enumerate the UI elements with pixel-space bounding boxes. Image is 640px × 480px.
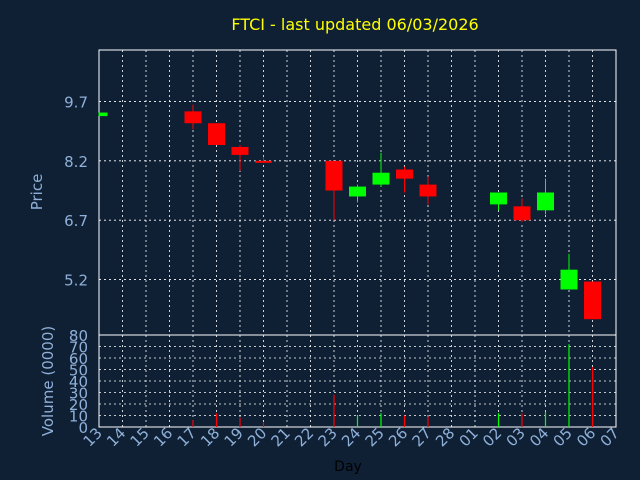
- volume-tick-label: 50: [69, 362, 88, 380]
- volume-tick-label: 80: [69, 327, 88, 345]
- x-tick-label: 01: [456, 424, 482, 450]
- price-tick-label: 9.7: [64, 93, 88, 111]
- price-tick-label: 6.7: [64, 212, 88, 230]
- volume-bars: [192, 344, 594, 427]
- candle-body: [419, 184, 437, 197]
- x-tick-label: 19: [221, 424, 247, 450]
- price-tick-labels: 9.7 8.2 6.7 5.2: [64, 93, 88, 289]
- volume-axis-label: Volume (0000): [39, 326, 57, 436]
- price-tick-label: 5.2: [64, 272, 88, 290]
- volume-tick-label: 40: [69, 373, 88, 391]
- candle-body: [255, 160, 272, 163]
- candle-body: [99, 112, 108, 117]
- candles: [98, 104, 601, 320]
- x-tick-label: 02: [479, 424, 505, 450]
- volume-tick-label: 60: [69, 350, 88, 368]
- candle-body: [349, 186, 366, 197]
- x-tick-labels: 1314151617181920212223242526272801020304…: [80, 424, 623, 450]
- price-tick-label: 8.2: [64, 153, 88, 171]
- candle-body: [490, 192, 507, 205]
- x-axis-label: Day: [334, 459, 362, 475]
- candle-body: [184, 111, 202, 124]
- candle-body: [513, 206, 531, 221]
- candle-body: [208, 123, 225, 145]
- volume-tick-label: 10: [69, 408, 88, 426]
- x-tick-label: 06: [573, 424, 599, 450]
- x-tick-label: 03: [503, 424, 529, 450]
- x-tick-label: 26: [385, 424, 411, 450]
- x-tick-label: 25: [362, 424, 388, 450]
- x-tick-label: 14: [103, 424, 129, 450]
- volume-tick-label: 30: [69, 385, 88, 403]
- x-tick-label: 23: [315, 424, 341, 450]
- chart-title: FTCI - last updated 06/03/2026: [231, 15, 478, 34]
- volume-tick-label: 0: [78, 419, 88, 437]
- price-axis-label: Price: [28, 174, 46, 211]
- x-tick-label: 28: [432, 424, 458, 450]
- candle-body: [372, 172, 390, 185]
- x-tick-label: 16: [150, 424, 176, 450]
- x-tick-label: 27: [409, 424, 435, 450]
- x-tick-label: 22: [291, 424, 317, 450]
- volume-tick-label: 20: [69, 396, 88, 414]
- volume-tick-label: 70: [69, 339, 88, 357]
- candle-body: [396, 169, 413, 179]
- candle-body: [537, 192, 554, 211]
- x-tick-label: 04: [526, 424, 552, 450]
- x-tick-label: 20: [244, 424, 270, 450]
- x-tick-label: 15: [127, 424, 153, 450]
- x-tick-label: 24: [338, 424, 364, 450]
- x-tick-label: 05: [550, 424, 576, 450]
- x-tick-label: 18: [197, 424, 223, 450]
- candle-body: [584, 281, 601, 320]
- candle-body: [560, 269, 578, 290]
- x-tick-label: 17: [174, 424, 200, 450]
- candle-body: [231, 146, 249, 155]
- volume-grid: [99, 335, 616, 427]
- candle-body: [325, 160, 343, 191]
- x-tick-label: 21: [268, 424, 294, 450]
- x-tick-label: 07: [597, 424, 623, 450]
